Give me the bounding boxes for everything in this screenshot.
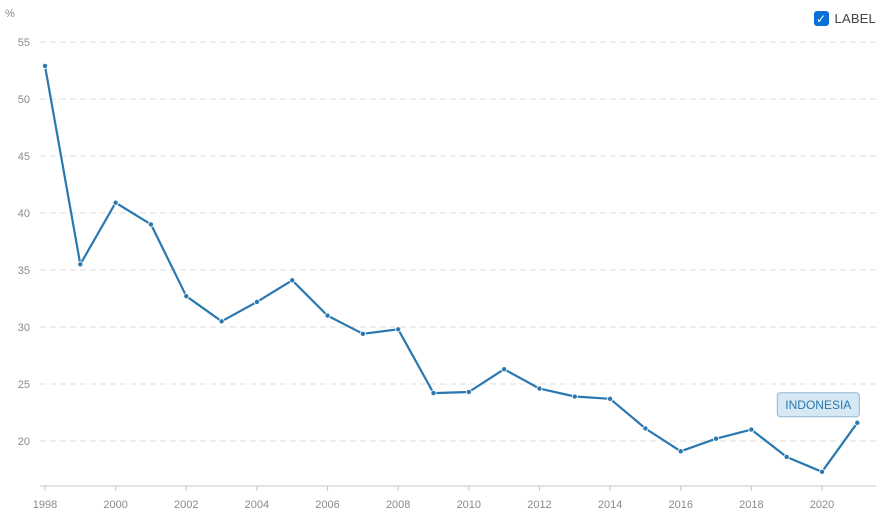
- y-tick-label: 30: [18, 322, 30, 334]
- data-point[interactable]: [218, 318, 225, 325]
- y-tick-label: 55: [18, 37, 30, 49]
- data-point[interactable]: [112, 199, 119, 206]
- series-tag-label: INDONESIA: [785, 398, 851, 412]
- data-point[interactable]: [748, 426, 755, 433]
- y-tick-label: 20: [18, 436, 30, 448]
- data-point[interactable]: [289, 277, 296, 284]
- y-tick-label: 35: [18, 265, 30, 277]
- y-tick-label: 40: [18, 208, 30, 220]
- x-tick-label: 2008: [386, 499, 410, 511]
- series-tag-box: [776, 392, 860, 418]
- data-point[interactable]: [359, 330, 366, 337]
- data-point[interactable]: [42, 62, 49, 69]
- x-tick-label: 2018: [739, 499, 763, 511]
- data-point[interactable]: [536, 385, 543, 392]
- data-point[interactable]: [607, 395, 614, 402]
- y-tick-label: 45: [18, 151, 30, 163]
- data-point[interactable]: [819, 468, 826, 475]
- data-point[interactable]: [183, 293, 190, 300]
- x-tick-label: 2016: [668, 499, 692, 511]
- y-tick-labels: 20 25 30 35 40 45 50 55: [18, 37, 30, 448]
- data-point[interactable]: [642, 425, 649, 432]
- data-point[interactable]: [147, 221, 154, 228]
- series-line: [43, 65, 859, 473]
- data-point[interactable]: [465, 388, 472, 395]
- data-point[interactable]: [324, 312, 331, 319]
- x-tick-label: 2020: [810, 499, 834, 511]
- x-tick-label: 2004: [245, 499, 269, 511]
- label-checkbox[interactable]: ✓: [813, 11, 829, 26]
- check-icon: ✓: [815, 11, 827, 26]
- x-tick-label: 2002: [174, 499, 198, 511]
- y-tick-label: 25: [18, 379, 30, 391]
- data-point[interactable]: [395, 326, 402, 333]
- x-tick-labels: 1998 2000 2002 2004 2006 2008 2010 2012 2014 2016…: [33, 486, 834, 511]
- data-point[interactable]: [713, 435, 720, 442]
- x-tick-label: 2014: [598, 499, 622, 511]
- data-point[interactable]: [501, 366, 508, 373]
- series-tag-layer: INDONESIA: [776, 392, 860, 418]
- x-tick-label: 2000: [103, 499, 127, 511]
- label-toggle[interactable]: ✓ LABEL: [813, 11, 876, 26]
- data-point[interactable]: [677, 448, 684, 455]
- data-point[interactable]: [783, 453, 790, 460]
- y-tick-label: 50: [18, 94, 30, 106]
- y-axis-unit-label: %: [5, 8, 15, 20]
- grid-layer: [40, 41, 876, 487]
- x-tick-label: 1998: [33, 499, 57, 511]
- label-toggle-text: LABEL: [834, 11, 876, 26]
- series-layer: [42, 62, 861, 475]
- data-point[interactable]: [253, 298, 260, 305]
- data-point[interactable]: [77, 261, 84, 268]
- data-point[interactable]: [854, 419, 861, 426]
- data-point[interactable]: [430, 390, 437, 397]
- x-tick-label: 2006: [315, 499, 339, 511]
- data-point[interactable]: [571, 393, 578, 400]
- x-tick-label: 2010: [457, 499, 481, 511]
- x-tick-label: 2012: [527, 499, 551, 511]
